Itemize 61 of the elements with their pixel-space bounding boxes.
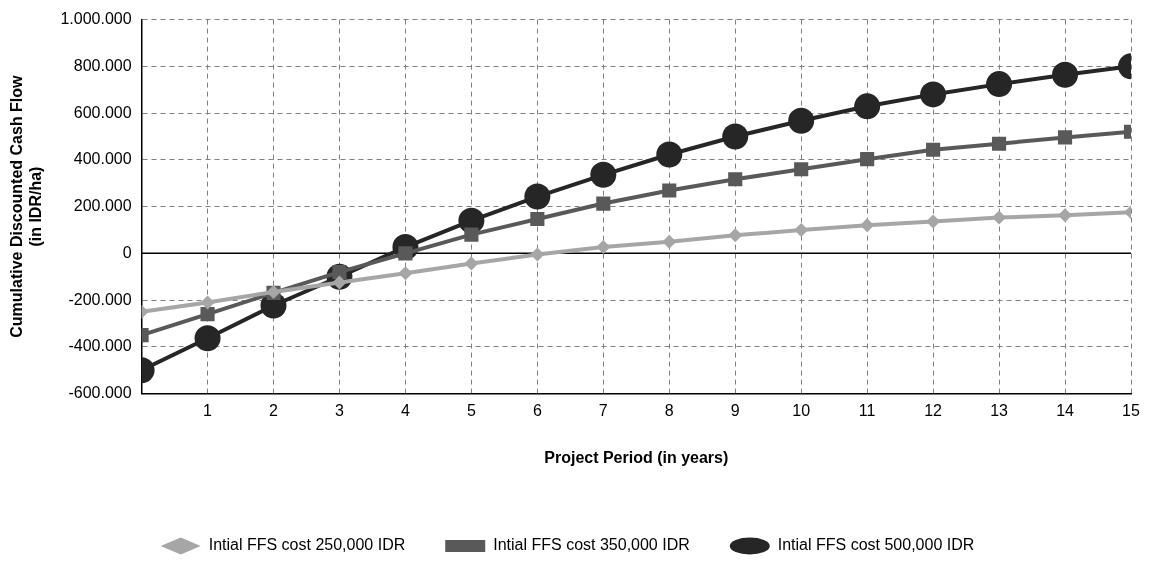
x-tick-label: 1 — [203, 401, 213, 419]
point — [722, 123, 749, 150]
x-tick-label: 6 — [532, 401, 542, 419]
point — [1057, 130, 1073, 145]
point — [194, 325, 221, 352]
x-tick-label: 4 — [400, 401, 410, 419]
y-tick-label: -600.000 — [68, 384, 132, 402]
x-tick-label: 13 — [990, 401, 1009, 419]
point — [728, 172, 743, 187]
point — [590, 161, 617, 188]
point — [860, 152, 875, 167]
x-tick-label: 14 — [1056, 401, 1075, 419]
x-tick-label: 8 — [664, 401, 674, 419]
legend-label: Intial FFS cost 250,000 IDR — [208, 536, 406, 554]
x-tick-label: 2 — [269, 401, 279, 419]
x-tick-label: 5 — [466, 401, 476, 419]
x-tick-label: 9 — [730, 401, 740, 419]
point — [662, 234, 677, 249]
point — [926, 214, 941, 229]
point — [992, 136, 1007, 151]
point — [530, 211, 545, 227]
y-tick-label: 200.000 — [73, 197, 132, 215]
point — [656, 141, 683, 168]
point — [524, 183, 551, 210]
point — [464, 227, 479, 242]
x-tick-label: 10 — [792, 401, 811, 419]
point — [854, 93, 881, 120]
y-tick-label: -400.000 — [68, 337, 132, 355]
point — [200, 295, 215, 310]
point — [794, 162, 809, 177]
y-tick-label: -200.000 — [68, 290, 132, 308]
y-tick-label: 600.000 — [73, 103, 132, 121]
point — [920, 81, 947, 108]
point — [530, 247, 545, 262]
point — [398, 266, 413, 281]
x-axis-title: Project Period (in years) — [544, 448, 729, 466]
y-tick-label: 0 — [122, 243, 132, 261]
legend-label: Intial FFS cost 350,000 IDR — [493, 536, 690, 554]
x-tick-label: 15 — [1122, 401, 1140, 419]
x-tick-label: 12 — [924, 401, 943, 419]
point — [596, 240, 611, 255]
x-tick-label: 11 — [858, 401, 876, 419]
point — [728, 228, 743, 243]
x-tick-label: 3 — [335, 401, 345, 419]
point — [794, 222, 809, 237]
y-axis-title: Cumulative Discounted Cash Flow (in IDR/ha) — [8, 74, 45, 338]
point — [860, 218, 875, 233]
point — [596, 196, 611, 211]
point — [992, 210, 1007, 225]
point — [926, 142, 941, 157]
y-tick-label: 400.000 — [73, 150, 132, 168]
point — [200, 307, 215, 322]
y-tick-label: 1.000.000 — [60, 10, 132, 28]
point — [986, 71, 1013, 98]
point — [1052, 61, 1079, 88]
point — [788, 107, 815, 134]
point — [464, 256, 479, 271]
y-tick-label: 800.000 — [73, 56, 132, 74]
point — [662, 183, 677, 198]
legend-label: Intial FFS cost 500,000 IDR — [777, 536, 975, 554]
x-tick-label: 7 — [598, 401, 608, 419]
